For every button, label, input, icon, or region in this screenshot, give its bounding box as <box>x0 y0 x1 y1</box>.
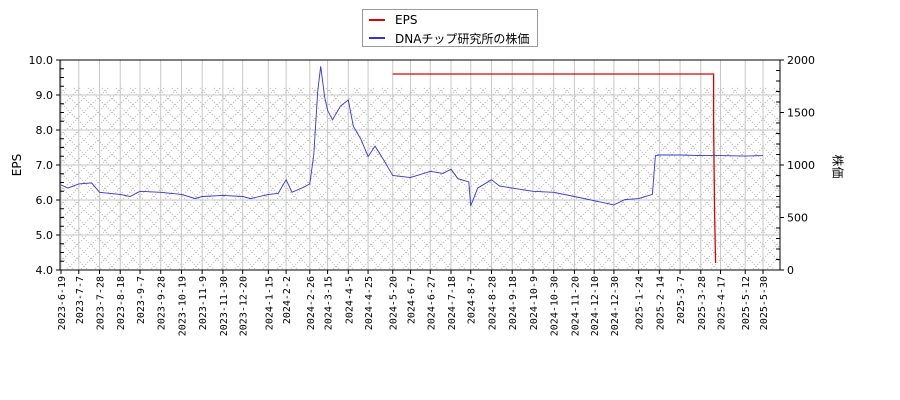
svg-text:2024-6-27: 2024-6-27 <box>426 276 437 330</box>
svg-text:2024-8-28: 2024-8-28 <box>487 276 498 330</box>
svg-text:2024-2-2: 2024-2-2 <box>282 276 293 324</box>
svg-text:2024-1-15: 2024-1-15 <box>264 276 275 330</box>
legend-swatch-stock <box>369 37 385 39</box>
svg-text:10.0: 10.0 <box>29 54 54 67</box>
svg-text:2024-9-18: 2024-9-18 <box>508 276 519 330</box>
svg-text:6.0: 6.0 <box>36 194 54 207</box>
svg-text:2025-5-12: 2025-5-12 <box>741 276 752 330</box>
svg-text:1500: 1500 <box>787 107 815 120</box>
svg-text:2023-10-19: 2023-10-19 <box>177 276 188 336</box>
svg-text:2024-4-25: 2024-4-25 <box>364 276 375 330</box>
svg-text:0: 0 <box>787 264 794 277</box>
svg-text:7.0: 7.0 <box>36 159 54 172</box>
legend-swatch-eps <box>369 19 385 21</box>
svg-text:2025-5-30: 2025-5-30 <box>759 276 770 330</box>
svg-text:2024-3-15: 2024-3-15 <box>324 276 335 330</box>
svg-text:2024-10-30: 2024-10-30 <box>550 276 561 336</box>
svg-text:2025-3-7: 2025-3-7 <box>676 276 687 324</box>
svg-text:5.0: 5.0 <box>36 229 54 242</box>
svg-text:2023-12-20: 2023-12-20 <box>239 276 250 336</box>
svg-text:2025-4-17: 2025-4-17 <box>717 276 728 330</box>
svg-text:2023-11-30: 2023-11-30 <box>219 276 230 336</box>
svg-text:2024-2-26: 2024-2-26 <box>306 276 317 330</box>
legend-label-stock: DNAチップ研究所の株価 <box>395 31 530 46</box>
svg-text:2024-5-20: 2024-5-20 <box>389 276 400 330</box>
axes: 10.0 9.0 8.0 7.0 6.0 5.0 4.0 2000 1500 1000 500 0 20… <box>29 54 816 336</box>
svg-text:2023-11-9: 2023-11-9 <box>198 276 209 330</box>
stock-price-line <box>60 66 764 207</box>
svg-text:2025-3-28: 2025-3-28 <box>697 276 708 330</box>
svg-text:2024-4-5: 2024-4-5 <box>344 276 355 324</box>
grid-lines <box>60 60 780 270</box>
svg-text:2024-12-10: 2024-12-10 <box>590 276 601 336</box>
svg-text:500: 500 <box>787 212 808 225</box>
svg-text:2023-6-19: 2023-6-19 <box>57 276 68 330</box>
svg-text:2025-1-24: 2025-1-24 <box>635 276 646 330</box>
svg-text:2023-7-7: 2023-7-7 <box>75 276 86 324</box>
svg-text:2023-8-18: 2023-8-18 <box>116 276 127 330</box>
svg-text:2025-2-14: 2025-2-14 <box>655 276 666 330</box>
svg-text:2024-7-18: 2024-7-18 <box>447 276 458 330</box>
eps-line <box>392 73 717 264</box>
svg-text:2024-12-30: 2024-12-30 <box>610 276 621 336</box>
legend-item-eps: EPS <box>369 12 417 28</box>
legend: EPS DNAチップ研究所の株価 <box>362 9 538 47</box>
svg-text:2023-9-28: 2023-9-28 <box>157 276 168 330</box>
svg-text:2023-7-28: 2023-7-28 <box>96 276 107 330</box>
series-lines <box>60 66 764 264</box>
right-axis-title: 株価 <box>830 154 845 179</box>
svg-text:2024-8-7: 2024-8-7 <box>467 276 478 324</box>
svg-text:9.0: 9.0 <box>36 89 54 102</box>
svg-text:8.0: 8.0 <box>36 124 54 137</box>
left-axis-title: EPS <box>10 153 25 177</box>
legend-label-eps: EPS <box>395 13 418 27</box>
svg-text:2000: 2000 <box>787 54 815 67</box>
svg-text:1000: 1000 <box>787 159 815 172</box>
svg-text:2023-9-7: 2023-9-7 <box>136 276 147 324</box>
svg-text:4.0: 4.0 <box>36 264 54 277</box>
legend-item-stock: DNAチップ研究所の株価 <box>369 30 529 46</box>
svg-text:2024-11-20: 2024-11-20 <box>570 276 581 336</box>
svg-text:2024-10-9: 2024-10-9 <box>529 276 540 330</box>
svg-text:2024-6-7: 2024-6-7 <box>407 276 418 324</box>
